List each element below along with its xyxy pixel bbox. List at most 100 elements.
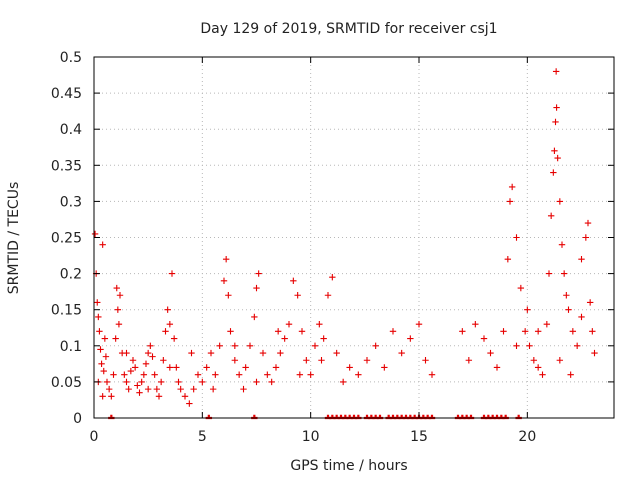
data-point xyxy=(422,357,429,364)
x-tick-label: 0 xyxy=(90,429,99,445)
data-point xyxy=(149,353,156,360)
data-point xyxy=(123,349,130,357)
data-point xyxy=(285,320,293,328)
data-point xyxy=(220,277,228,285)
data-point xyxy=(355,371,362,378)
data-point xyxy=(95,313,102,321)
data-point xyxy=(108,393,115,400)
data-point xyxy=(545,270,553,277)
data-point xyxy=(157,378,165,386)
data-point xyxy=(101,335,109,342)
data-point xyxy=(91,230,99,238)
data-point xyxy=(591,349,598,357)
data-point xyxy=(428,371,436,378)
data-point xyxy=(504,255,512,263)
data-point xyxy=(281,335,288,342)
data-point xyxy=(407,335,414,342)
data-point xyxy=(116,292,124,299)
data-point xyxy=(212,371,219,378)
data-point xyxy=(100,367,107,375)
data-point xyxy=(98,360,105,368)
data-point xyxy=(138,378,145,386)
data-point xyxy=(170,335,178,342)
data-point xyxy=(199,378,206,386)
data-point xyxy=(530,357,538,364)
data-point xyxy=(493,364,501,371)
data-point xyxy=(554,154,561,162)
data-point xyxy=(556,357,564,364)
data-point xyxy=(96,328,103,335)
data-point xyxy=(316,320,323,328)
data-point xyxy=(227,328,234,335)
data-point xyxy=(563,292,570,299)
data-point xyxy=(578,255,585,263)
y-tick-label: 0.05 xyxy=(51,375,82,391)
data-point xyxy=(94,299,101,306)
y-tick-label: 0.45 xyxy=(51,86,82,102)
x-tick-label: 15 xyxy=(410,429,428,445)
data-point xyxy=(173,364,180,371)
data-point xyxy=(231,342,239,349)
data-point xyxy=(508,183,516,191)
x-tick-label: 20 xyxy=(518,429,536,445)
data-point xyxy=(231,357,239,364)
data-point xyxy=(550,169,557,176)
data-point xyxy=(144,349,152,357)
data-point xyxy=(521,328,529,335)
data-point xyxy=(151,371,158,378)
data-point xyxy=(235,371,243,378)
data-point xyxy=(102,353,110,360)
data-point xyxy=(534,328,542,335)
data-point xyxy=(565,306,572,313)
y-axis-label: SRMTID / TECUs xyxy=(6,182,22,295)
data-point xyxy=(242,364,249,371)
data-point xyxy=(136,389,143,396)
x-tick-label: 10 xyxy=(302,429,320,445)
data-point xyxy=(155,393,163,400)
data-point xyxy=(318,357,325,364)
data-point xyxy=(324,292,332,299)
data-point xyxy=(166,364,174,371)
data-point xyxy=(253,284,260,292)
data-point xyxy=(168,270,176,277)
data-point xyxy=(552,68,560,75)
data-point xyxy=(162,328,169,335)
data-point xyxy=(320,335,327,342)
data-point xyxy=(346,364,353,371)
data-point xyxy=(160,357,167,364)
data-point xyxy=(222,255,230,263)
data-point xyxy=(311,342,319,349)
data-point xyxy=(113,284,120,292)
x-tick-label: 5 xyxy=(198,429,207,445)
y-tick-label: 0.4 xyxy=(60,122,82,138)
data-point xyxy=(556,198,564,205)
data-point xyxy=(539,371,546,378)
data-point xyxy=(465,357,473,364)
data-point xyxy=(97,346,104,353)
data-point xyxy=(586,299,594,306)
data-point xyxy=(190,385,197,393)
data-point xyxy=(259,349,267,357)
data-point xyxy=(333,349,340,357)
data-point xyxy=(543,320,551,328)
data-point xyxy=(551,147,558,155)
data-point xyxy=(175,378,182,386)
data-point xyxy=(188,349,195,357)
data-point xyxy=(487,349,494,357)
data-point xyxy=(339,378,347,386)
y-tick-label: 0 xyxy=(73,411,82,427)
data-point xyxy=(290,277,297,285)
y-tick-label: 0.15 xyxy=(51,303,82,319)
data-point xyxy=(125,385,132,393)
data-point xyxy=(558,241,566,248)
data-point xyxy=(415,320,423,328)
scatter-points xyxy=(91,68,598,420)
data-point xyxy=(472,320,479,328)
data-point xyxy=(186,400,193,407)
data-point xyxy=(584,219,592,227)
data-point xyxy=(209,385,217,393)
chart-title: Day 129 of 2019, SRMTID for receiver csj… xyxy=(200,21,497,37)
data-point xyxy=(255,270,262,277)
data-point xyxy=(207,349,215,357)
